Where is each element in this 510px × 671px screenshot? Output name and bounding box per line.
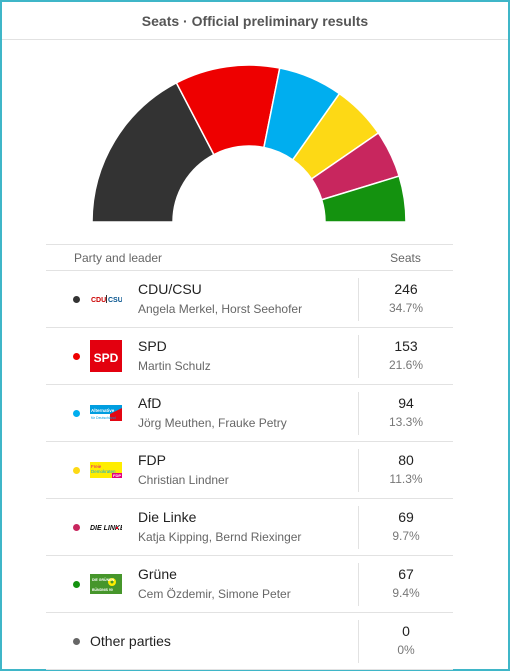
party-seats: 94 — [398, 395, 414, 411]
svg-text:CDU: CDU — [91, 297, 106, 304]
party-name: Other parties — [90, 633, 171, 649]
svg-text:Alternative: Alternative — [91, 408, 115, 413]
afd-logo: Alternative für Deutschland — [90, 397, 122, 429]
party-seats: 0 — [402, 623, 410, 639]
column-header-party: Party and leader — [74, 250, 163, 265]
party-percentage: 0% — [397, 643, 415, 657]
party-color-dot — [73, 353, 80, 360]
seat-chart — [2, 42, 508, 242]
seat-segment-cdu-csu[interactable] — [91, 81, 215, 223]
svg-text:BÜNDNIS 90: BÜNDNIS 90 — [92, 588, 113, 592]
party-color-dot — [73, 638, 80, 645]
party-name: CDU/CSU — [138, 281, 202, 297]
svg-text:DIE GRÜNEN: DIE GRÜNEN — [92, 578, 114, 582]
party-row-afd[interactable]: Alternative für Deutschland AfD Jörg Meu… — [46, 385, 453, 442]
party-seats: 246 — [394, 281, 418, 297]
party-percentage: 13.3% — [388, 415, 424, 429]
party-color-dot — [73, 467, 80, 474]
party-percentage: 21.6% — [388, 358, 424, 372]
seat-chart-svg — [91, 64, 407, 223]
svg-text:SPD: SPD — [94, 351, 119, 365]
svg-text:DIE LINKE.: DIE LINKE. — [90, 525, 122, 532]
party-leader: Angela Merkel, Horst Seehofer — [138, 302, 303, 316]
party-percentage: 34.7% — [388, 301, 424, 315]
svg-text:Freie: Freie — [91, 464, 102, 469]
party-color-dot — [73, 581, 80, 588]
party-leader: Cem Özdemir, Simone Peter — [138, 587, 291, 601]
party-name: Die Linke — [138, 509, 197, 525]
party-leader: Christian Lindner — [138, 473, 229, 487]
party-percentage: 9.4% — [392, 586, 420, 600]
party-color-dot — [73, 410, 80, 417]
table-header: Party and leader Seats — [46, 244, 453, 271]
column-header-seats: Seats — [390, 250, 421, 265]
party-color-dot — [73, 296, 80, 303]
svg-text:CSU: CSU — [108, 297, 122, 304]
party-name: FDP — [138, 452, 166, 468]
party-seats: 80 — [398, 452, 414, 468]
party-row-gruene[interactable]: BÜNDNIS 90 DIE GRÜNEN Grüne Cem Özdemir,… — [46, 556, 453, 613]
party-row-other[interactable]: Other parties 0 0% — [46, 613, 453, 670]
party-leader: Katja Kipping, Bernd Riexinger — [138, 530, 302, 544]
die-linke-logo: DIE LINKE. — [90, 511, 122, 543]
party-leader: Martin Schulz — [138, 359, 211, 373]
party-name: Grüne — [138, 566, 177, 582]
seat-segment-gr-ne[interactable] — [320, 175, 407, 223]
svg-text:FDP: FDP — [113, 473, 121, 478]
svg-text:Demokraten: Demokraten — [91, 469, 116, 474]
party-color-dot — [73, 524, 80, 531]
party-percentage: 9.7% — [392, 529, 420, 543]
party-leader: Jörg Meuthen, Frauke Petry — [138, 416, 287, 430]
svg-text:für Deutschland: für Deutschland — [91, 416, 116, 420]
party-row-cdu-csu[interactable]: CDU CSU CDU/CSU Angela Merkel, Horst See… — [46, 271, 453, 328]
party-row-spd[interactable]: SPD SPD Martin Schulz 153 21.6% — [46, 328, 453, 385]
cdu-csu-logo: CDU CSU — [90, 283, 122, 315]
party-row-die-linke[interactable]: DIE LINKE. Die Linke Katja Kipping, Bern… — [46, 499, 453, 556]
party-name: AfD — [138, 395, 162, 411]
party-seats: 69 — [398, 509, 414, 525]
gruene-logo: BÜNDNIS 90 DIE GRÜNEN — [90, 568, 122, 600]
party-seats: 67 — [398, 566, 414, 582]
results-table: Party and leader Seats CDU CSU CDU/CSU A… — [46, 244, 453, 670]
fdp-logo: Freie Demokraten FDP — [90, 454, 122, 486]
party-name: SPD — [138, 338, 167, 354]
party-row-fdp[interactable]: Freie Demokraten FDP FDP Christian Lindn… — [46, 442, 453, 499]
party-seats: 153 — [394, 338, 418, 354]
spd-logo: SPD — [90, 340, 122, 372]
panel-title: Seats · Official preliminary results — [2, 2, 508, 40]
party-percentage: 11.3% — [389, 472, 423, 486]
